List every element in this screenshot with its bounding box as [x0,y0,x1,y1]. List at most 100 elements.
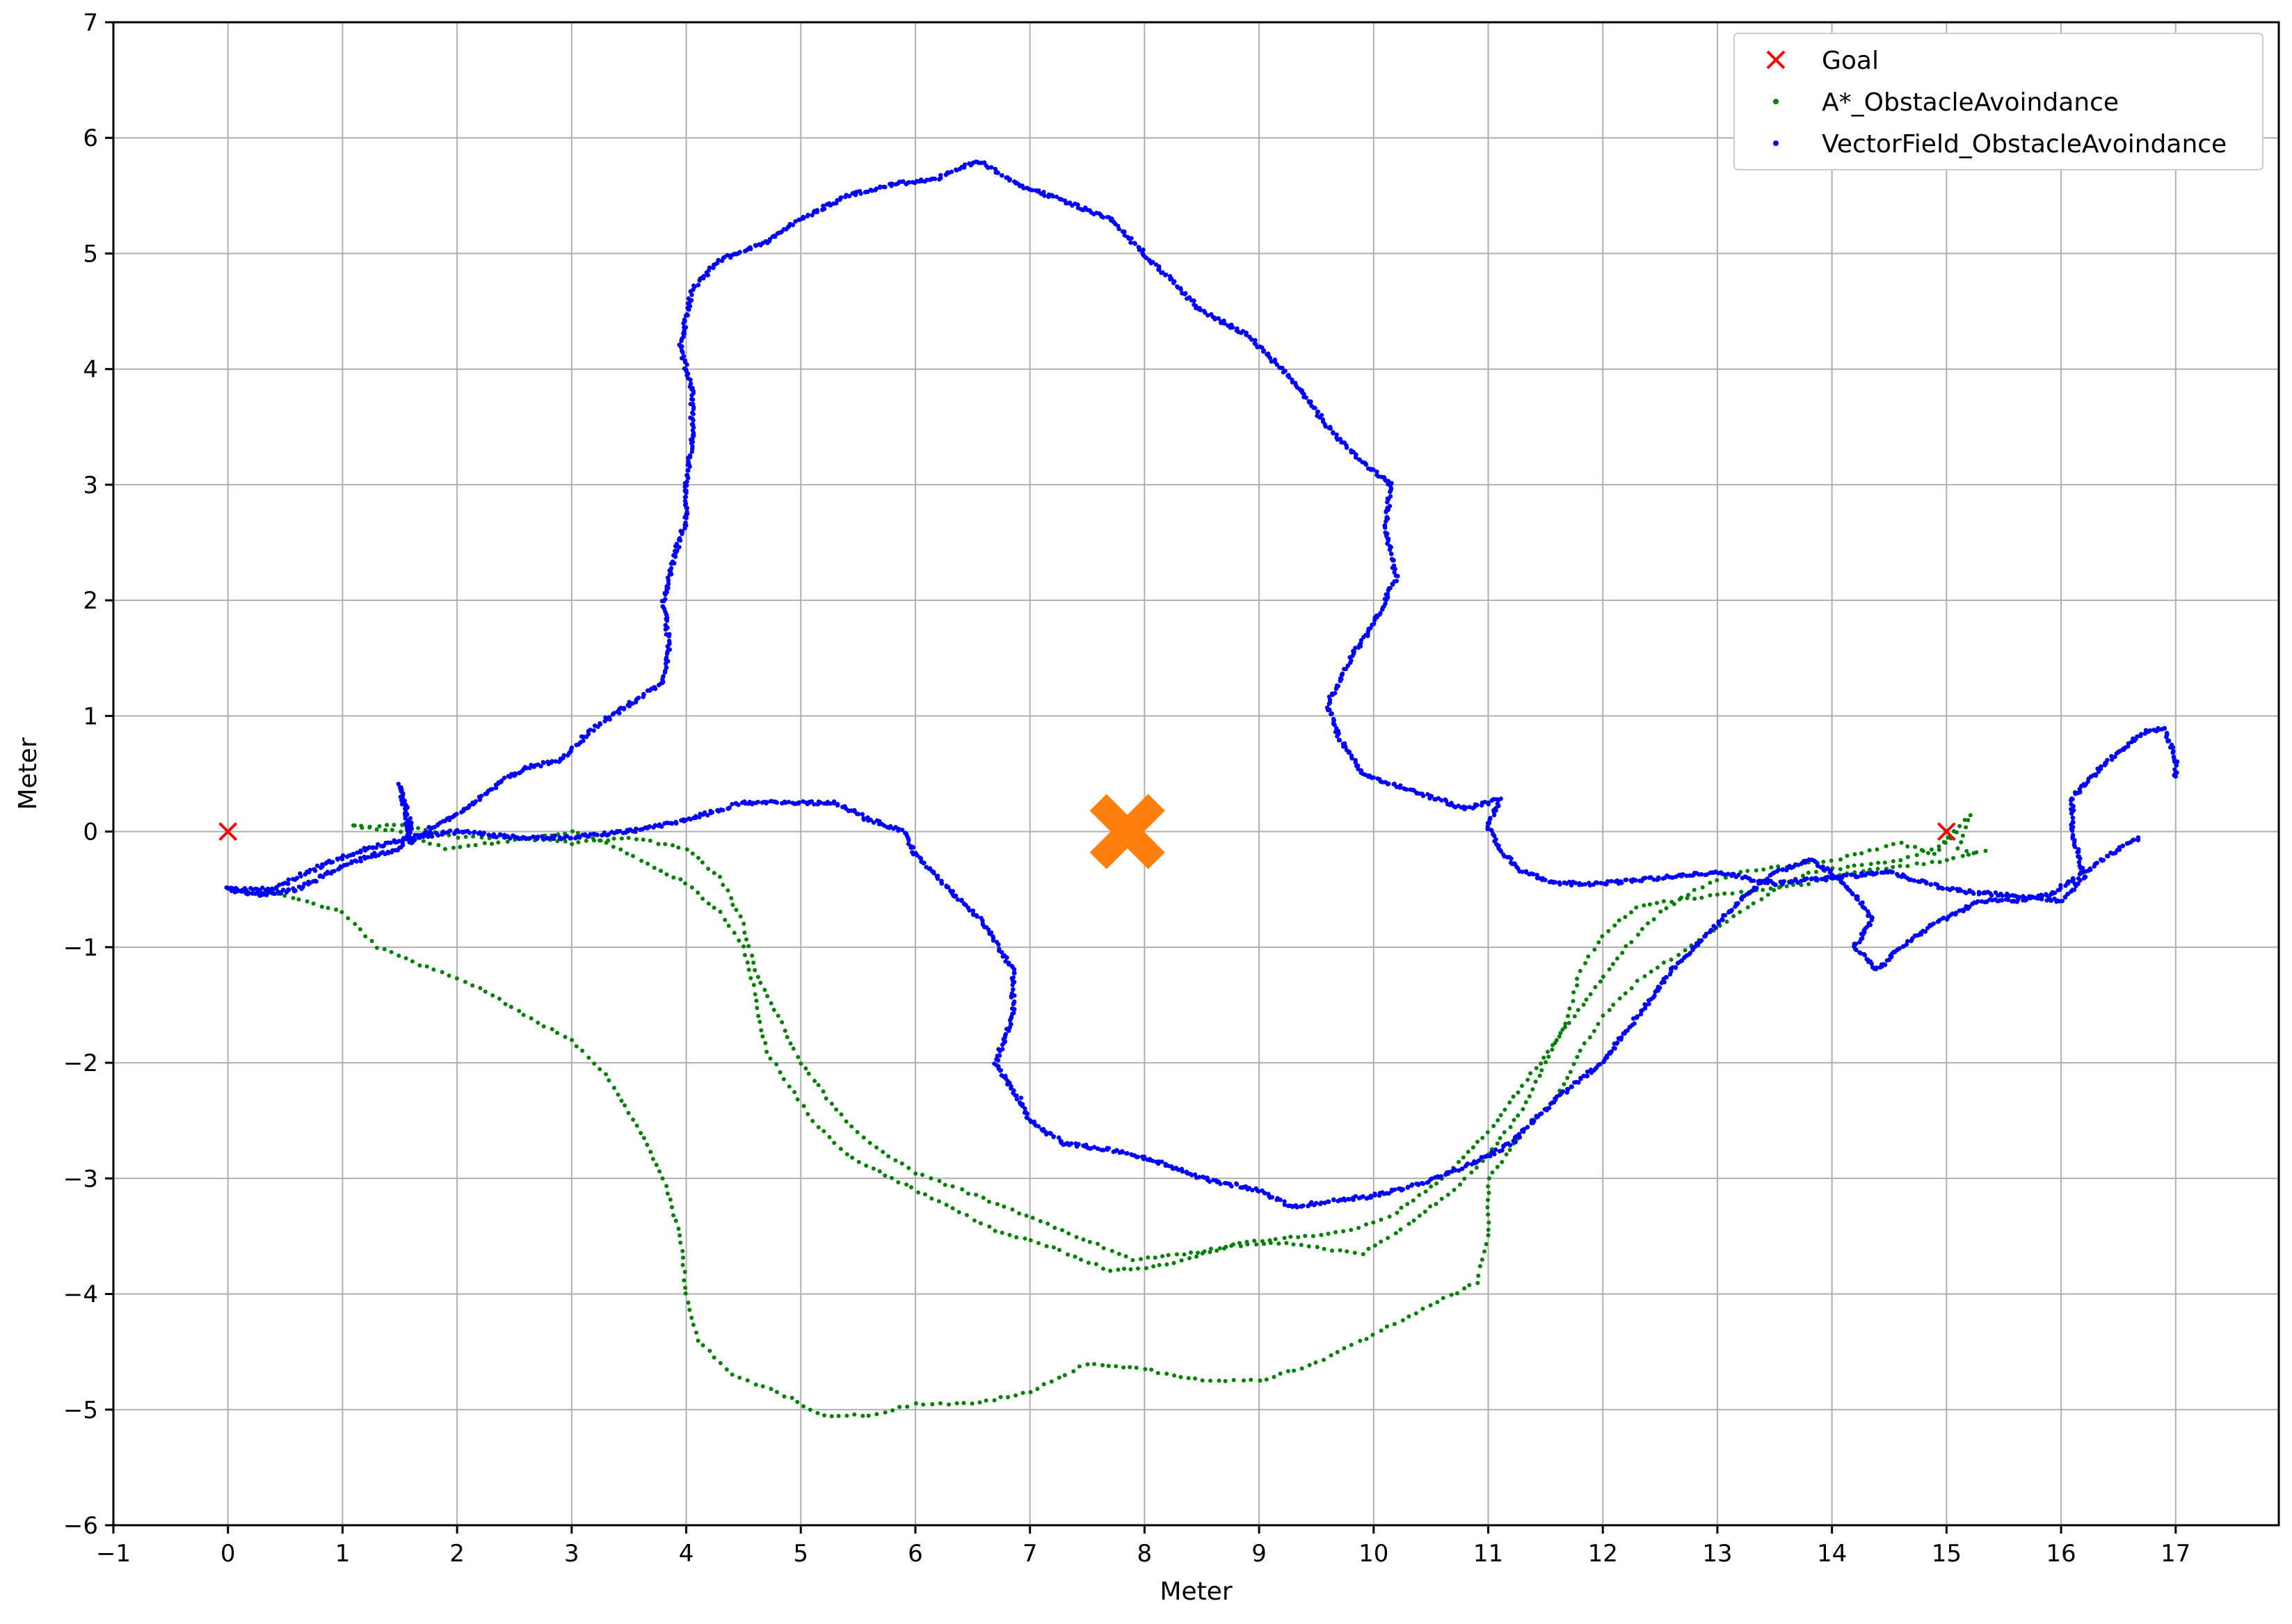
point-vectorfield-obstacleavoindance [1036,188,1041,193]
point-vectorfield-obstacleavoindance [674,542,679,547]
point-vectorfield-obstacleavoindance [1333,686,1339,691]
point-vectorfield-obstacleavoindance [1491,812,1497,818]
point-a-obstacleavoindance [689,885,694,890]
point-vectorfield-obstacleavoindance [1890,869,1895,875]
point-vectorfield-obstacleavoindance [874,186,879,191]
point-a-obstacleavoindance [1439,1196,1444,1201]
point-vectorfield-obstacleavoindance [1269,359,1274,364]
point-vectorfield-obstacleavoindance [693,814,698,819]
point-a-obstacleavoindance [1306,1244,1311,1248]
point-a-obstacleavoindance [1829,858,1834,863]
point-vectorfield-obstacleavoindance [1132,241,1137,246]
point-vectorfield-obstacleavoindance [737,250,742,255]
point-vectorfield-obstacleavoindance [2070,815,2075,821]
point-vectorfield-obstacleavoindance [1338,678,1343,684]
point-vectorfield-obstacleavoindance [773,234,778,239]
point-vectorfield-obstacleavoindance [1405,1185,1411,1190]
point-a-obstacleavoindance [1593,985,1598,990]
point-a-obstacleavoindance [1358,1338,1363,1343]
point-vectorfield-obstacleavoindance [899,828,905,833]
point-vectorfield-obstacleavoindance [843,195,848,200]
point-a-obstacleavoindance [769,1001,774,1006]
point-a-obstacleavoindance [1189,1250,1193,1255]
point-vectorfield-obstacleavoindance [686,459,691,464]
point-a-obstacleavoindance [1342,1346,1347,1351]
point-a-obstacleavoindance [339,910,344,915]
point-a-obstacleavoindance [839,1112,844,1117]
point-vectorfield-obstacleavoindance [2000,893,2005,898]
point-a-obstacleavoindance [1495,1164,1500,1169]
point-a-obstacleavoindance [871,1166,876,1171]
point-a-obstacleavoindance [482,841,487,846]
point-vectorfield-obstacleavoindance [1387,547,1393,552]
point-a-obstacleavoindance [673,1219,678,1223]
point-vectorfield-obstacleavoindance [871,820,876,825]
point-vectorfield-obstacleavoindance [2058,883,2063,888]
point-a-obstacleavoindance [1208,1250,1212,1255]
point-a-obstacleavoindance [1486,1176,1491,1181]
point-a-obstacleavoindance [1914,853,1919,858]
point-vectorfield-obstacleavoindance [1309,1200,1314,1205]
point-a-obstacleavoindance [396,954,401,958]
x-tick-label: 6 [908,1540,923,1568]
point-vectorfield-obstacleavoindance [931,871,936,876]
goal-marker [1937,822,1956,842]
point-a-obstacleavoindance [359,823,364,828]
point-vectorfield-obstacleavoindance [987,931,993,936]
point-vectorfield-obstacleavoindance [1368,1193,1374,1198]
point-vectorfield-obstacleavoindance [1059,197,1064,202]
point-a-obstacleavoindance [947,1402,951,1407]
point-vectorfield-obstacleavoindance [617,828,623,834]
point-a-obstacleavoindance [700,897,705,901]
point-vectorfield-obstacleavoindance [1609,878,1614,884]
point-vectorfield-obstacleavoindance [664,655,669,660]
point-vectorfield-obstacleavoindance [1649,875,1653,880]
point-a-obstacleavoindance [1578,1048,1582,1053]
point-a-obstacleavoindance [742,944,746,949]
point-a-obstacleavoindance [1035,1387,1040,1391]
point-a-obstacleavoindance [1121,1365,1126,1370]
point-vectorfield-obstacleavoindance [1924,880,1929,885]
point-a-obstacleavoindance [1370,1333,1375,1337]
point-vectorfield-obstacleavoindance [1317,415,1322,420]
point-vectorfield-obstacleavoindance [1520,869,1525,874]
point-a-obstacleavoindance [1646,921,1650,926]
point-vectorfield-obstacleavoindance [2077,863,2082,869]
point-vectorfield-obstacleavoindance [1295,1205,1299,1210]
x-axis-label: Meter [1160,1577,1232,1606]
point-a-obstacleavoindance [792,1090,797,1095]
point-vectorfield-obstacleavoindance [1029,188,1034,193]
point-vectorfield-obstacleavoindance [1301,1203,1306,1208]
point-a-obstacleavoindance [1490,1170,1495,1175]
x-tick-label: 11 [1473,1540,1503,1568]
point-vectorfield-obstacleavoindance [1010,982,1015,988]
point-vectorfield-obstacleavoindance [399,798,404,803]
point-vectorfield-obstacleavoindance [1815,876,1820,882]
point-a-obstacleavoindance [1730,891,1735,896]
point-vectorfield-obstacleavoindance [2071,877,2076,882]
point-a-obstacleavoindance [508,1004,513,1009]
point-vectorfield-obstacleavoindance [1141,247,1146,252]
point-vectorfield-obstacleavoindance [707,265,712,270]
point-vectorfield-obstacleavoindance [673,549,678,554]
x-tick-label: 2 [449,1540,465,1568]
point-a-obstacleavoindance [893,1158,898,1163]
point-a-obstacleavoindance [1086,1260,1091,1265]
point-vectorfield-obstacleavoindance [1795,862,1801,867]
point-a-obstacleavoindance [1966,852,1971,857]
point-vectorfield-obstacleavoindance [2101,858,2106,862]
point-vectorfield-obstacleavoindance [1004,955,1009,960]
point-a-obstacleavoindance [696,1338,700,1343]
legend-marker-goal [1766,50,1786,70]
point-vectorfield-obstacleavoindance [1874,967,1879,972]
point-a-obstacleavoindance [1587,1035,1592,1040]
legend: Goal A*_ObstacleAvoindance VectorField_O… [1733,33,2263,170]
point-a-obstacleavoindance [829,1102,834,1106]
point-a-obstacleavoindance [1224,1244,1228,1249]
point-a-obstacleavoindance [874,1145,879,1150]
legend-label-astar: A*_ObstacleAvoindance [1822,88,2119,117]
point-a-obstacleavoindance [1624,944,1628,949]
point-vectorfield-obstacleavoindance [1012,971,1017,976]
point-a-obstacleavoindance [1576,1008,1580,1013]
point-vectorfield-obstacleavoindance [1327,701,1331,706]
